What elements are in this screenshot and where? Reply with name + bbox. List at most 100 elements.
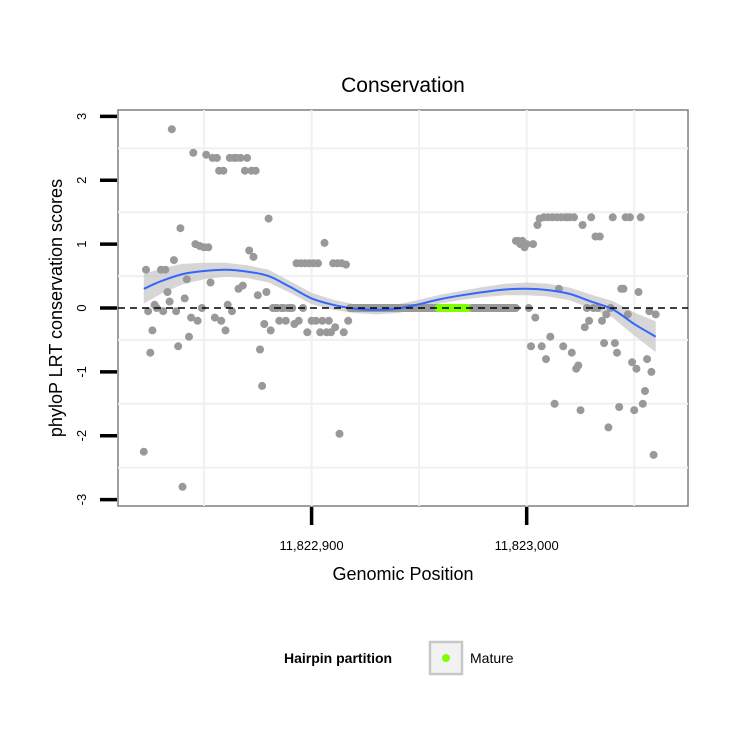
data-point xyxy=(585,316,594,325)
x-tick-label: 11,823,000 xyxy=(495,538,559,553)
y-tick-label: -3 xyxy=(74,494,89,506)
data-point xyxy=(146,348,155,357)
data-point xyxy=(318,316,327,325)
data-point xyxy=(178,482,187,491)
data-point xyxy=(339,328,348,337)
y-tick-label: 3 xyxy=(74,113,89,120)
y-tick-label: -1 xyxy=(74,366,89,378)
data-point xyxy=(522,240,531,249)
data-point xyxy=(240,166,249,175)
data-point xyxy=(249,252,258,261)
data-point xyxy=(587,213,596,222)
legend-key-dot xyxy=(442,654,450,662)
data-point xyxy=(187,313,196,322)
data-point xyxy=(593,304,602,312)
data-point xyxy=(266,326,275,335)
data-point xyxy=(294,316,303,325)
data-point xyxy=(238,281,247,290)
data-point xyxy=(320,238,329,247)
data-point xyxy=(180,294,189,303)
data-point xyxy=(236,153,245,162)
data-point xyxy=(228,307,236,316)
data-point xyxy=(651,310,660,319)
legend: Hairpin partition Mature xyxy=(284,640,514,676)
data-point xyxy=(189,148,198,157)
data-point xyxy=(335,429,344,438)
data-point xyxy=(185,332,193,341)
x-tick-label: 11,822,900 xyxy=(280,538,344,553)
data-point xyxy=(253,291,262,300)
data-point xyxy=(578,221,587,229)
data-point xyxy=(632,364,641,373)
data-point xyxy=(260,320,269,328)
data-point xyxy=(212,153,221,162)
plot-area xyxy=(117,109,689,507)
data-point xyxy=(344,316,353,325)
data-point xyxy=(316,328,325,337)
y-axis: 3 2 1 0 -1 -2 -3 xyxy=(74,113,117,506)
data-point xyxy=(303,328,312,337)
data-point xyxy=(619,284,628,293)
data-point xyxy=(649,450,658,459)
data-point xyxy=(342,260,350,269)
data-point xyxy=(258,381,267,390)
data-point xyxy=(638,399,647,408)
data-point xyxy=(645,307,654,316)
data-point xyxy=(167,125,176,134)
chart-title: Conservation xyxy=(341,74,465,97)
data-point xyxy=(262,288,271,296)
data-point xyxy=(643,355,652,364)
data-point xyxy=(537,342,546,351)
data-point xyxy=(574,361,583,370)
data-point xyxy=(159,307,168,316)
data-point xyxy=(165,297,174,306)
data-point xyxy=(600,339,609,348)
data-point xyxy=(217,316,226,325)
data-point xyxy=(527,342,535,351)
data-point xyxy=(595,232,604,241)
data-point xyxy=(223,300,232,309)
data-point xyxy=(182,275,191,284)
data-point xyxy=(580,323,589,332)
data-point xyxy=(202,150,211,159)
data-point xyxy=(139,447,148,456)
data-point xyxy=(533,221,542,229)
data-point xyxy=(264,214,273,223)
data-point xyxy=(613,348,621,357)
data-point xyxy=(542,355,550,364)
y-axis-title: phyloP LRT conservation scores xyxy=(46,179,66,437)
data-point xyxy=(221,326,230,335)
data-point xyxy=(546,332,555,341)
data-point xyxy=(529,240,538,249)
data-point xyxy=(144,307,153,316)
data-point xyxy=(628,358,637,367)
data-point xyxy=(615,403,624,411)
data-point xyxy=(314,259,322,268)
y-tick-label: 1 xyxy=(74,240,89,247)
data-point xyxy=(219,166,228,175)
data-point xyxy=(311,316,320,325)
data-point xyxy=(610,339,619,348)
data-point xyxy=(559,342,568,351)
legend-title: Hairpin partition xyxy=(284,650,392,666)
data-point xyxy=(570,213,578,222)
data-point xyxy=(602,310,611,319)
data-point xyxy=(636,213,645,222)
data-point xyxy=(204,243,213,252)
data-point xyxy=(550,399,559,408)
data-point xyxy=(625,213,634,222)
data-point xyxy=(174,342,183,351)
data-point xyxy=(142,265,150,274)
data-point xyxy=(634,288,643,296)
data-point xyxy=(531,313,540,322)
data-point xyxy=(256,345,264,354)
data-point xyxy=(623,310,632,319)
data-point xyxy=(608,213,617,222)
data-point xyxy=(169,256,178,265)
data-point xyxy=(148,326,157,335)
data-point xyxy=(281,316,290,325)
y-tick-label: 2 xyxy=(74,177,89,184)
x-axis: 11,822,900 11,823,000 xyxy=(280,507,559,553)
y-tick-label: 0 xyxy=(74,304,89,311)
